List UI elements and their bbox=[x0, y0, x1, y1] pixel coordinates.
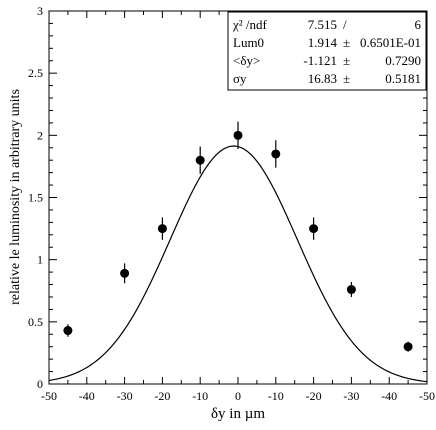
data-point bbox=[157, 224, 167, 234]
y-tick-labels: 0 0.5 1 1.5 2 2.5 3 bbox=[28, 4, 43, 391]
x-tick-label: -50 bbox=[41, 389, 57, 403]
data-point bbox=[120, 268, 130, 278]
stats-separator: ± bbox=[343, 71, 350, 86]
data-points bbox=[63, 121, 413, 352]
x-tick-label: -30 bbox=[117, 389, 133, 403]
y-tick-label: 0.5 bbox=[28, 315, 43, 329]
data-point bbox=[403, 342, 413, 352]
x-tick-label: -30 bbox=[343, 389, 359, 403]
stats-label: Lum0 bbox=[233, 35, 264, 50]
stats-separator: ± bbox=[343, 35, 350, 50]
x-tick-label: -20 bbox=[306, 389, 322, 403]
stats-separator: ± bbox=[343, 53, 350, 68]
y-tick-label: 3 bbox=[37, 4, 43, 18]
stats-separator: / bbox=[343, 17, 347, 32]
stats-rows: χ² /ndf 7.515 / 6 Lum0 1.914 ±0.6501E-01 <δy> -1… bbox=[232, 17, 422, 86]
x-tick-label: 0 bbox=[235, 389, 241, 403]
data-point bbox=[271, 149, 281, 159]
x-tick-label: -40 bbox=[381, 389, 397, 403]
stats-box: χ² /ndf 7.515 / 6 Lum0 1.914 ±0.6501E-01 <δy> -1… bbox=[227, 11, 427, 91]
stats-error: 0.6501E-01 bbox=[360, 35, 421, 50]
stats-value: -1.121 bbox=[303, 53, 337, 68]
x-tick-label: -40 bbox=[79, 389, 95, 403]
stats-label: <δy> bbox=[233, 53, 260, 68]
y-tick-label: 1.5 bbox=[28, 191, 43, 205]
x-tick-labels: -50 -40 -30 -20 -10 0 -10 -20 -30 -40 -50 bbox=[41, 389, 435, 403]
stats-label: χ² /ndf bbox=[232, 17, 268, 32]
y-axis-label: relative le luminosity in arbitrary unit… bbox=[8, 89, 23, 305]
data-point bbox=[309, 224, 319, 234]
x-axis-label: δy in µm bbox=[211, 406, 265, 422]
x-tick-label: -50 bbox=[419, 389, 435, 403]
gaussian-fit-curve bbox=[48, 145, 428, 383]
stats-error: 6 bbox=[415, 17, 422, 32]
y-tick-label: 0 bbox=[37, 377, 43, 391]
y-tick-label: 2.5 bbox=[28, 66, 43, 80]
stats-box-frame bbox=[227, 11, 427, 91]
stats-error: 0.5181 bbox=[385, 71, 421, 86]
data-point bbox=[63, 326, 73, 336]
data-point bbox=[346, 285, 356, 295]
data-point bbox=[195, 155, 205, 165]
stats-label: σy bbox=[233, 71, 247, 86]
stats-value: 16.83 bbox=[308, 71, 337, 86]
x-tick-label: -10 bbox=[268, 389, 284, 403]
x-tick-label: -20 bbox=[154, 389, 170, 403]
data-point bbox=[233, 130, 243, 140]
stats-value: 7.515 bbox=[308, 17, 337, 32]
stats-value: 1.914 bbox=[308, 35, 338, 50]
y-tick-label: 1 bbox=[37, 253, 43, 267]
x-tick-label: -10 bbox=[192, 389, 208, 403]
stats-error: 0.7290 bbox=[385, 53, 421, 68]
y-tick-label: 2 bbox=[37, 128, 43, 142]
